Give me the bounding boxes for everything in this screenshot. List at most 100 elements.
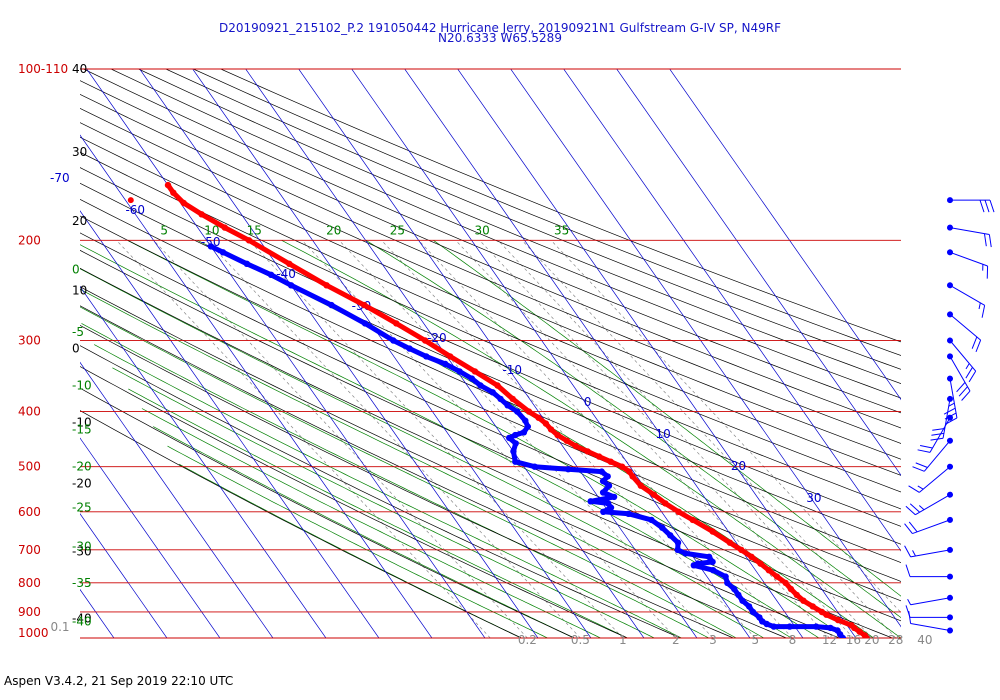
moist-left-label: -35 xyxy=(72,576,92,590)
dewpoint-point xyxy=(510,448,517,455)
isotherm-line xyxy=(0,56,69,650)
dry-adiabat-line xyxy=(80,366,629,638)
wind-barb-flag xyxy=(968,370,977,383)
wind-barb-flag xyxy=(986,265,989,279)
wind-barb xyxy=(905,564,953,580)
mixing-ratio-line xyxy=(521,240,897,638)
isotherm-line xyxy=(669,69,901,401)
dry-adiabat-line xyxy=(80,151,901,510)
dewpoint-point xyxy=(709,567,717,574)
temperature-point xyxy=(286,260,293,267)
mixing-ratio-label: 12 xyxy=(822,633,837,647)
dewpoint-point xyxy=(667,532,674,539)
moist-left-label: -5 xyxy=(72,325,84,339)
wind-barb-half xyxy=(907,598,912,605)
wind-barb-staff xyxy=(949,284,985,306)
wind-barb-dot xyxy=(947,337,953,344)
wind-barb-dot xyxy=(947,395,953,402)
dewpoint-point xyxy=(287,282,295,289)
theta-e-label: 35 xyxy=(554,223,569,237)
temperature-point xyxy=(584,448,591,455)
dry-adiabat-line xyxy=(80,107,901,460)
wind-barb-dot xyxy=(947,573,953,580)
wind-barb xyxy=(905,605,953,621)
mixing-ratio-lines xyxy=(116,240,901,638)
wind-barb xyxy=(947,197,995,213)
temperature-point xyxy=(535,414,542,421)
dewpoint-point xyxy=(610,493,618,501)
mixing-ratio-line xyxy=(206,240,581,638)
mixing-ratio-label: 1 xyxy=(619,633,627,647)
temperature-point xyxy=(861,632,869,638)
wind-barb-flag xyxy=(905,564,911,577)
left-temp-label: 30 xyxy=(72,145,87,159)
wind-barb-flag xyxy=(908,521,918,533)
temperature-point xyxy=(738,546,745,554)
left-temp-label: -40 xyxy=(72,612,92,626)
moist-adiabat-line xyxy=(127,239,848,638)
sounding-series xyxy=(127,181,870,638)
moist-adiabat-line xyxy=(153,426,575,638)
isotherm-label: -60 xyxy=(125,203,145,217)
temperature-point xyxy=(554,431,561,439)
dewpoint-point xyxy=(565,466,572,473)
temperature-point xyxy=(542,420,550,427)
dry-adiabat-line xyxy=(110,69,901,399)
mixing-ratio-label: 40 xyxy=(917,633,932,647)
mixing-ratio-label: 2 xyxy=(672,633,680,647)
dry-adiabat-line xyxy=(80,198,901,563)
dry-adiabat-line xyxy=(80,249,901,622)
dewpoint-point xyxy=(745,603,753,610)
wind-barb xyxy=(947,282,986,318)
wind-barb-staff xyxy=(949,251,988,267)
dewpoint-point xyxy=(531,463,538,470)
dry-adiabat-line xyxy=(80,305,788,638)
wind-barb-dot xyxy=(947,437,953,444)
isotherm-line xyxy=(80,513,168,638)
wind-barb-flag xyxy=(984,199,990,213)
temperature-point xyxy=(782,579,789,587)
isotherm-line xyxy=(139,69,539,638)
isotherm-label: -10 xyxy=(502,363,522,377)
isotherm-line xyxy=(0,56,16,650)
dewpoint-point xyxy=(207,243,215,250)
temperature-point xyxy=(164,181,172,189)
wind-barb-dot xyxy=(947,375,953,382)
isotherm-label: -50 xyxy=(201,235,221,249)
pressure-label: 900 xyxy=(18,605,41,619)
wind-barb xyxy=(908,463,953,493)
dewpoint-point xyxy=(504,402,511,409)
wind-barb-flag xyxy=(981,305,986,318)
wind-barb-flag xyxy=(915,462,928,468)
mixing-ratio-line xyxy=(497,240,873,638)
dewpoint-point xyxy=(705,553,713,560)
temperature-point xyxy=(629,473,636,480)
wind-barb-flag xyxy=(943,407,956,415)
theta-e-label: 15 xyxy=(247,223,262,237)
wind-barb-staff xyxy=(949,378,958,419)
wind-barb xyxy=(904,545,953,558)
temperature-point xyxy=(323,282,330,289)
dewpoint-point xyxy=(604,473,611,480)
mixing-ratio-line xyxy=(418,240,793,638)
temperature-point xyxy=(509,395,516,403)
wind-barb-dot xyxy=(947,594,953,601)
dewpoint-point xyxy=(599,477,607,485)
dry-adiabat-line xyxy=(80,94,901,444)
mixing-ratio-label: 0.1 xyxy=(50,620,69,634)
pressure-label: 400 xyxy=(18,405,41,419)
dewpoint-point xyxy=(328,301,335,309)
wind-barb-dot xyxy=(947,414,953,421)
dewpoint-point xyxy=(735,591,742,599)
moist-adiabat-line xyxy=(178,463,523,638)
temperature-point xyxy=(787,585,795,593)
temperature-point xyxy=(245,237,253,244)
wind-barbs xyxy=(904,197,995,634)
dewpoint-point xyxy=(456,368,463,375)
dewpoint-point xyxy=(827,624,834,632)
wind-barb-flag xyxy=(904,523,913,534)
dewpoint-point xyxy=(786,623,793,630)
dewpoint-point xyxy=(722,573,729,580)
isolated-temperature-point xyxy=(127,197,134,204)
wind-barb-dot xyxy=(947,463,953,470)
